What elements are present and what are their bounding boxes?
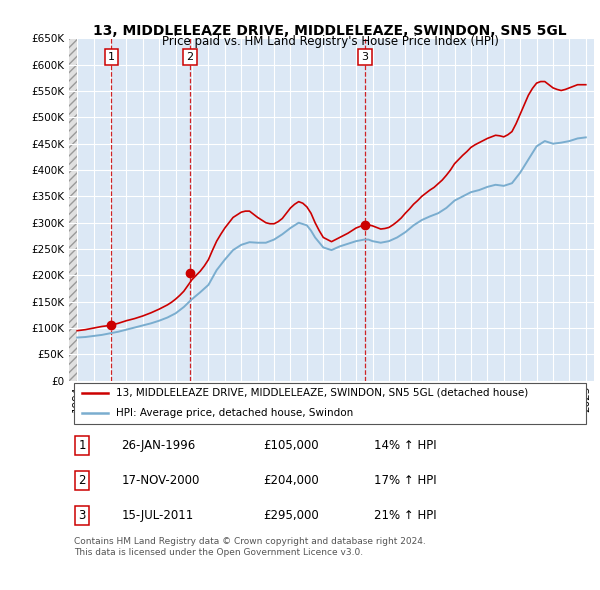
Text: 15-JUL-2011: 15-JUL-2011	[121, 509, 194, 522]
Text: HPI: Average price, detached house, Swindon: HPI: Average price, detached house, Swin…	[116, 408, 353, 418]
Text: £295,000: £295,000	[263, 509, 319, 522]
Text: 17% ↑ HPI: 17% ↑ HPI	[373, 474, 436, 487]
Bar	[69, 38, 77, 381]
Text: 14% ↑ HPI: 14% ↑ HPI	[373, 439, 436, 452]
Text: 1: 1	[107, 52, 115, 62]
Text: Price paid vs. HM Land Registry's House Price Index (HPI): Price paid vs. HM Land Registry's House …	[161, 35, 499, 48]
Text: 3: 3	[79, 509, 86, 522]
Text: 13, MIDDLELEAZE DRIVE, MIDDLELEAZE, SWINDON, SN5 5GL (detached house): 13, MIDDLELEAZE DRIVE, MIDDLELEAZE, SWIN…	[116, 388, 529, 398]
Text: Contains HM Land Registry data © Crown copyright and database right 2024.
This d: Contains HM Land Registry data © Crown c…	[74, 537, 426, 557]
Text: 21% ↑ HPI: 21% ↑ HPI	[373, 509, 436, 522]
Text: £204,000: £204,000	[263, 474, 319, 487]
Text: 2: 2	[187, 52, 194, 62]
Text: £105,000: £105,000	[263, 439, 319, 452]
FancyBboxPatch shape	[74, 382, 586, 424]
Text: 26-JAN-1996: 26-JAN-1996	[121, 439, 196, 452]
Text: 3: 3	[361, 52, 368, 62]
Text: 1: 1	[79, 439, 86, 452]
Text: 17-NOV-2000: 17-NOV-2000	[121, 474, 200, 487]
Text: 13, MIDDLELEAZE DRIVE, MIDDLELEAZE, SWINDON, SN5 5GL: 13, MIDDLELEAZE DRIVE, MIDDLELEAZE, SWIN…	[93, 24, 567, 38]
Text: 2: 2	[79, 474, 86, 487]
